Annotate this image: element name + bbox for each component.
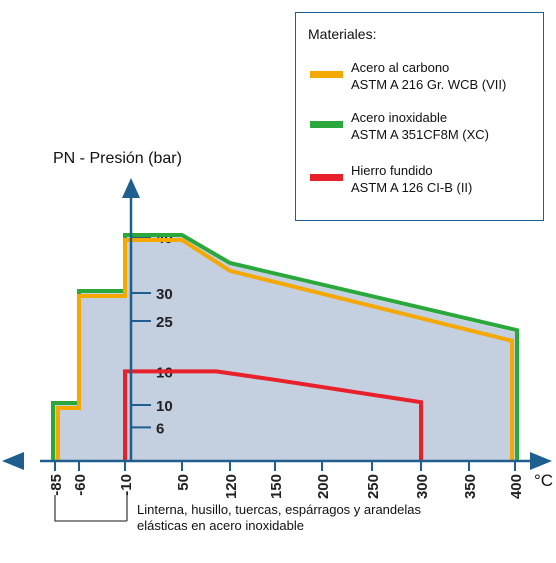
x-axis-ticks: -85 -60 -10 50 120 150 200 250 300 350 400 xyxy=(48,461,525,499)
x-tick-label: -10 xyxy=(118,474,135,496)
y-tick-label: 30 xyxy=(156,286,173,303)
operating-envelope-fill xyxy=(55,237,515,461)
y-axis-arrow xyxy=(122,178,140,198)
legend-label: Acero inoxidable ASTM A 351CF8M (XC) xyxy=(351,110,489,142)
x-tick-label: 50 xyxy=(175,474,192,491)
legend-swatch-stainless-steel xyxy=(310,121,343,128)
series-line-cast-iron xyxy=(123,369,423,461)
annotation-bracket xyxy=(54,495,128,522)
x-axis-right-arrow xyxy=(530,452,552,470)
x-axis-left-arrow xyxy=(2,452,24,470)
legend-swatch-carbon-steel xyxy=(310,71,343,78)
x-tick-label: 350 xyxy=(462,474,479,499)
y-tick-label: 25 xyxy=(156,314,173,331)
x-tick-label: 150 xyxy=(268,474,285,499)
x-tick-label: -85 xyxy=(48,474,65,496)
legend: Materiales: Acero al carbono ASTM A 216 G… xyxy=(295,12,544,221)
x-tick-label: 400 xyxy=(508,474,525,499)
y-tick-label: 6 xyxy=(156,420,164,437)
x-tick-label: 120 xyxy=(223,474,240,499)
legend-label: Hierro fundido ASTM A 126 CI-B (II) xyxy=(351,163,473,195)
x-tick-label: 200 xyxy=(315,474,332,499)
legend-swatch-cast-iron xyxy=(310,174,343,181)
legend-label: Acero al carbono ASTM A 216 Gr. WCB (VII) xyxy=(351,60,507,92)
legend-title: Materiales: xyxy=(308,26,377,42)
x-tick-label: -60 xyxy=(72,474,89,496)
y-tick-label: 10 xyxy=(156,398,173,415)
x-unit-label: °C xyxy=(534,471,553,490)
x-tick-label: 250 xyxy=(365,474,382,499)
y-axis-title: PN - Presión (bar) xyxy=(53,150,182,167)
x-tick-label: 300 xyxy=(414,474,431,499)
series-line-carbon-steel xyxy=(56,238,514,461)
annotation-note: Linterna, husillo, tuercas, espárragos y… xyxy=(137,502,421,533)
